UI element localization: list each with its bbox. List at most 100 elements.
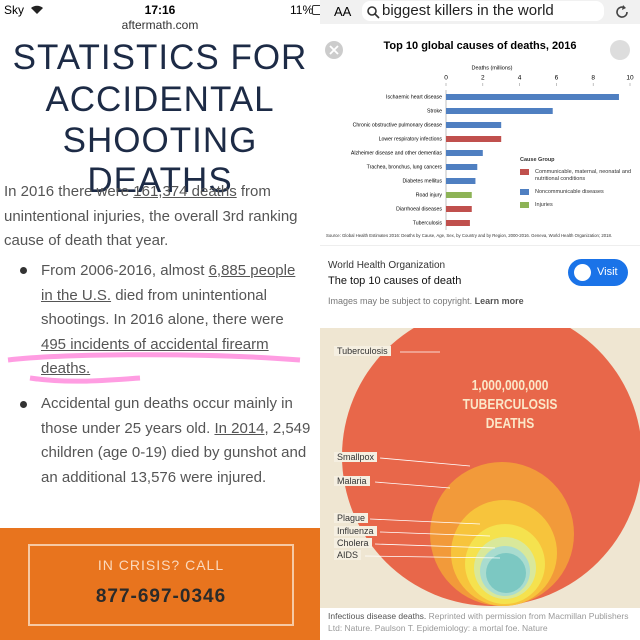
right-screenshot: AA biggest killers in the world Top 10 g… <box>320 0 640 640</box>
page-title: ACCIDENTAL <box>45 80 275 119</box>
learn-more[interactable]: Learn more <box>474 296 524 306</box>
circles <box>342 328 640 606</box>
category-label: Road injury <box>416 192 443 198</box>
status-bar: Sky 17:16 11% aftermath.com <box>0 0 320 36</box>
disease-label: AIDS <box>334 550 362 560</box>
close-icon <box>329 45 339 55</box>
legend-label: Noncommunicable diseases <box>535 189 604 195</box>
link[interactable]: 161,374 deaths <box>133 183 237 200</box>
text: died from unintentional shootings. In 20… <box>41 286 284 329</box>
bar <box>446 150 483 156</box>
intro-paragraph: In 2016 there were 161,374 deaths from u… <box>4 180 310 254</box>
reload-icon[interactable] <box>614 4 630 20</box>
page-title: SHOOTING DEATHS <box>62 121 258 200</box>
crisis-box[interactable]: IN CRISIS? CALL 877-697-0346 <box>28 544 294 626</box>
legend: Cause Group Communicable, maternal, neona… <box>520 157 635 215</box>
wifi-icon <box>31 5 43 14</box>
legend-swatch <box>520 189 529 195</box>
legend-label: Communicable, maternal, neonatal and nut… <box>535 169 632 182</box>
disease-label: Cholera <box>334 538 372 548</box>
time: 17:16 <box>144 3 176 17</box>
bar <box>446 94 619 100</box>
search-field[interactable]: biggest killers in the world <box>362 1 604 21</box>
category-label: Chronic obstructive pulmonary disease <box>353 122 442 128</box>
disease-label: Malaria <box>334 476 370 486</box>
headline-line: TUBERCULOSIS <box>462 396 558 413</box>
text: Images may be subject to copyright. <box>328 296 473 306</box>
text: Accidental gun deaths occur mainly in th… <box>41 395 293 437</box>
legend-entry: Injuries <box>520 202 635 209</box>
category-label: Stroke <box>427 108 442 114</box>
headline-line: DEATHS <box>485 415 535 432</box>
bar <box>446 178 476 184</box>
bar <box>446 122 502 128</box>
bar <box>446 164 478 170</box>
bullet <box>20 267 27 274</box>
visit-button[interactable]: Visit <box>568 259 628 286</box>
legend-entry: Communicable, maternal, neonatal and nut… <box>520 169 635 183</box>
legend-swatch <box>520 202 529 208</box>
bullet <box>20 401 27 408</box>
disease-label: Smallpox <box>334 452 378 462</box>
category-label: Diabetes mellitus <box>403 178 443 184</box>
category-label: Lower respiratory infections <box>379 136 443 142</box>
left-screenshot: Sky 17:16 11% aftermath.com STATISTICS F… <box>0 0 320 640</box>
bar <box>446 192 472 198</box>
axis-label: Deaths (millions) <box>472 65 513 71</box>
headline-line: 1,000,000,000 <box>471 377 549 394</box>
bar <box>446 206 472 212</box>
result-info: World Health Organization The top 10 cau… <box>320 245 640 324</box>
category-label: Trachea, bronchus, lung cancers <box>367 164 443 170</box>
caption: Infectious disease deaths. Reprinted wit… <box>328 610 636 634</box>
bar <box>446 108 553 114</box>
x-tick-label: 4 <box>518 75 522 82</box>
link[interactable]: 6,885 people in the U.S. <box>41 262 296 304</box>
share-button[interactable] <box>610 40 630 60</box>
bar <box>446 136 502 142</box>
carrier: Sky <box>4 3 25 17</box>
disease-label: Plague <box>334 513 369 523</box>
disease-label: Influenza <box>334 526 377 536</box>
leader-lines <box>364 351 501 559</box>
x-tick-label: 6 <box>555 75 559 82</box>
text: , 2,549 children (age 0-19) died by guns… <box>41 419 311 486</box>
text: From 2006-2016, almost <box>41 262 209 279</box>
link[interactable]: In 2014 <box>214 419 265 437</box>
query: biggest killers in the world <box>382 2 554 19</box>
legend-title: Cause Group <box>520 157 555 163</box>
globe-icon <box>574 264 591 281</box>
search-icon <box>367 6 380 19</box>
copyright: Images may be subject to copyright. Lear… <box>328 296 524 306</box>
legend-swatch <box>520 169 529 175</box>
circle <box>486 553 526 593</box>
category-label: Tuberculosis <box>413 220 443 226</box>
search-bar: AA biggest killers in the world <box>320 0 640 24</box>
site[interactable]: World Health Organization <box>328 260 446 271</box>
category-label: Diarrhoeal diseases <box>396 206 442 212</box>
chart-title: Top 10 global causes of deaths, 2016 <box>384 40 577 52</box>
phone[interactable]: 877-697-0346 <box>95 586 227 607</box>
x-tick-label: 10 <box>626 75 634 82</box>
link[interactable]: 495 incidents of accidental firearm deat… <box>41 335 269 378</box>
diagram: 1,000,000,000 TUBERCULOSIS DEATHS Tuberc… <box>320 328 640 608</box>
crisis-footer: IN CRISIS? CALL 877-697-0346 <box>0 528 320 640</box>
bullet-paragraph: Accidental gun deaths occur mainly in th… <box>41 392 311 490</box>
page-title[interactable]: The top 10 causes of death <box>328 275 462 287</box>
text: In 2016 there were <box>4 183 134 200</box>
source: Source: Global Health Estimates 2016: De… <box>326 233 612 238</box>
x-tick-label: 0 <box>444 75 448 82</box>
category-label: Ischaemic heart disease <box>386 94 442 100</box>
visit-label: Visit <box>597 266 618 278</box>
text: from unintentional injuries, the overall… <box>4 183 298 249</box>
category-label: Alzheimer disease and other dementias <box>351 150 443 156</box>
bar-chart: Top 10 global causes of deaths, 2016 Dea… <box>325 40 634 238</box>
url[interactable]: aftermath.com <box>121 18 199 32</box>
legend-label: Injuries <box>535 202 553 208</box>
crisis-label: IN CRISIS? CALL <box>97 557 225 573</box>
legend-entry: Noncommunicable diseases <box>520 189 635 196</box>
reader-button[interactable]: AA <box>334 4 352 19</box>
caption-text: Reprinted with permission from Macmillan… <box>328 611 629 633</box>
caption-bold: Infectious disease deaths. <box>328 611 427 621</box>
battery-icon <box>312 5 320 15</box>
